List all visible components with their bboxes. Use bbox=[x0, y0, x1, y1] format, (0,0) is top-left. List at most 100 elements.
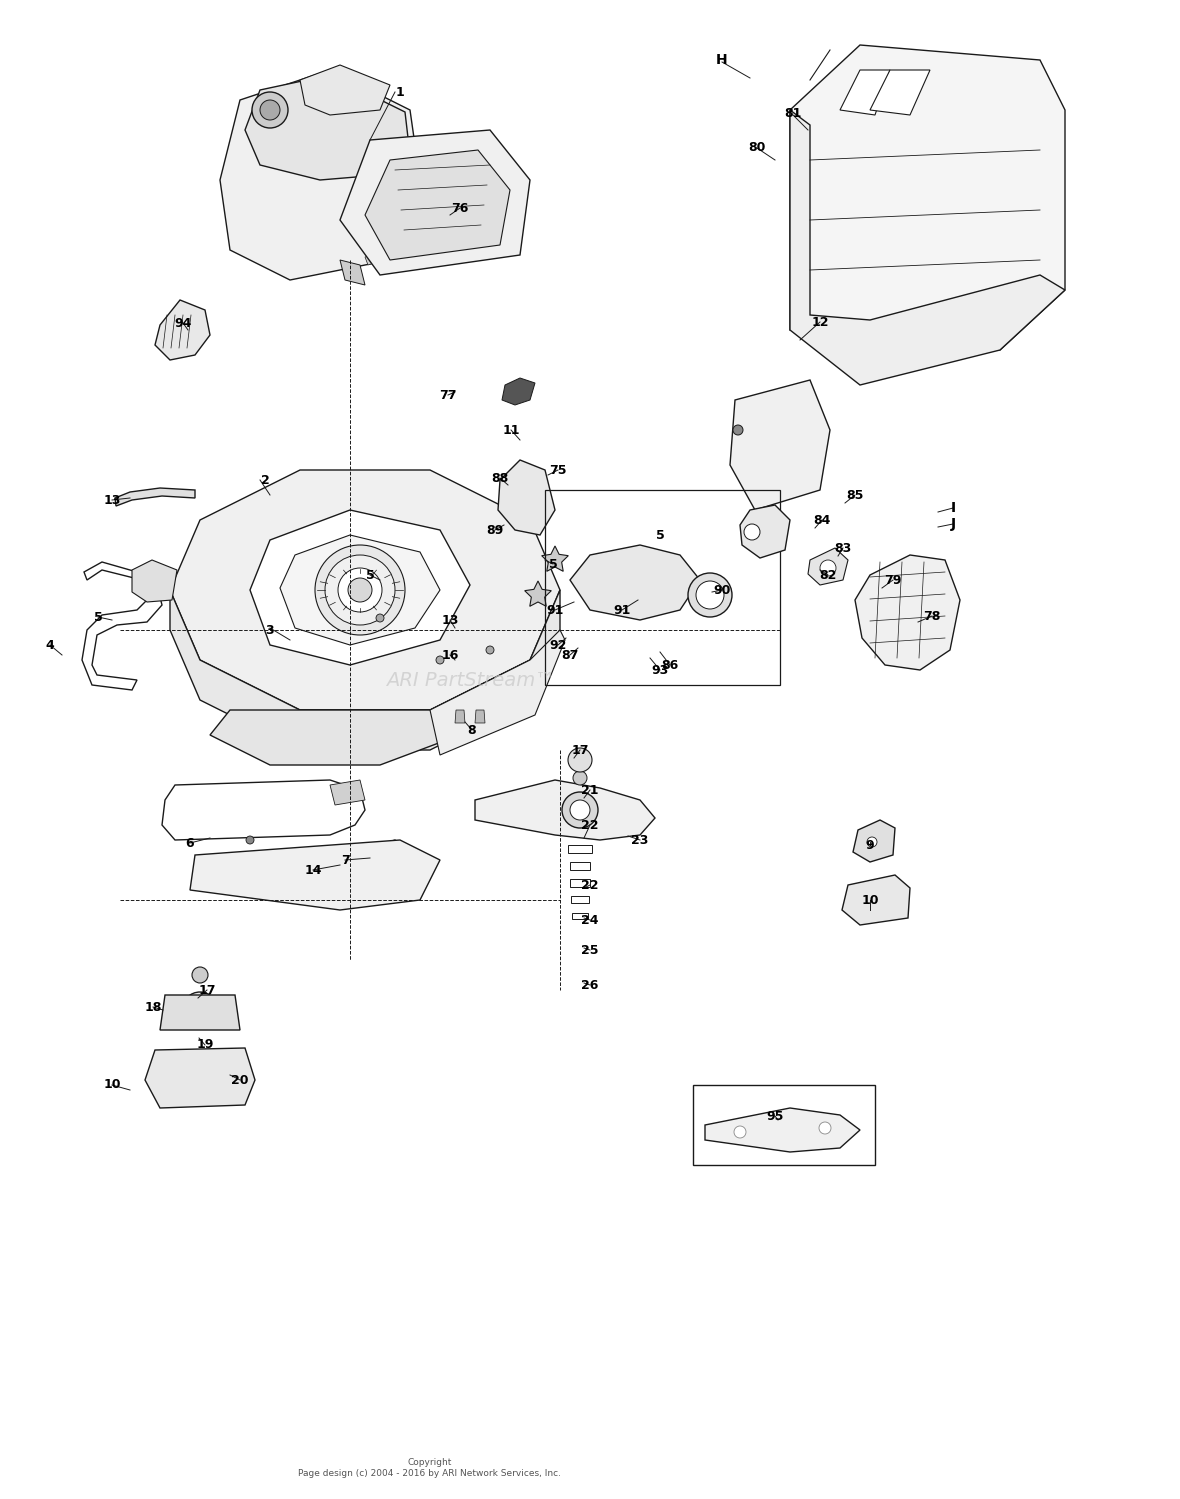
Polygon shape bbox=[340, 130, 530, 274]
Polygon shape bbox=[114, 489, 195, 507]
Polygon shape bbox=[498, 460, 555, 535]
Polygon shape bbox=[365, 178, 418, 205]
Polygon shape bbox=[160, 995, 240, 1030]
Polygon shape bbox=[476, 711, 485, 723]
Circle shape bbox=[182, 992, 218, 1028]
Polygon shape bbox=[840, 70, 890, 115]
Circle shape bbox=[820, 561, 835, 576]
Text: 10: 10 bbox=[861, 893, 879, 907]
Text: 81: 81 bbox=[785, 106, 801, 120]
Polygon shape bbox=[570, 546, 700, 621]
Polygon shape bbox=[730, 381, 830, 510]
Text: 76: 76 bbox=[451, 201, 468, 214]
Text: 79: 79 bbox=[884, 574, 902, 586]
Polygon shape bbox=[245, 75, 409, 180]
Circle shape bbox=[867, 836, 877, 847]
Text: 1: 1 bbox=[395, 85, 405, 99]
Polygon shape bbox=[300, 64, 391, 115]
Text: H: H bbox=[716, 52, 728, 67]
Text: 13: 13 bbox=[441, 613, 459, 627]
Text: 16: 16 bbox=[441, 649, 459, 661]
Polygon shape bbox=[170, 471, 560, 711]
Polygon shape bbox=[365, 238, 418, 265]
Text: 85: 85 bbox=[846, 489, 864, 502]
Polygon shape bbox=[340, 259, 365, 285]
Bar bbox=[545, 490, 780, 685]
Text: J: J bbox=[950, 517, 956, 531]
Text: 21: 21 bbox=[582, 784, 598, 796]
Text: 80: 80 bbox=[748, 141, 766, 153]
Polygon shape bbox=[162, 779, 365, 839]
Circle shape bbox=[376, 615, 384, 622]
Text: 25: 25 bbox=[582, 943, 598, 956]
Circle shape bbox=[568, 748, 592, 772]
Polygon shape bbox=[81, 562, 162, 690]
Text: 75: 75 bbox=[549, 463, 566, 477]
Polygon shape bbox=[155, 300, 210, 360]
Polygon shape bbox=[476, 779, 655, 839]
Text: 94: 94 bbox=[175, 316, 191, 330]
Polygon shape bbox=[365, 214, 418, 241]
Polygon shape bbox=[365, 202, 418, 229]
Polygon shape bbox=[430, 630, 565, 755]
Text: 6: 6 bbox=[185, 836, 195, 850]
Polygon shape bbox=[190, 839, 440, 910]
Text: 14: 14 bbox=[304, 863, 322, 877]
Polygon shape bbox=[210, 711, 480, 764]
Polygon shape bbox=[250, 510, 470, 666]
Text: 19: 19 bbox=[196, 1039, 214, 1051]
Circle shape bbox=[253, 91, 288, 127]
Polygon shape bbox=[542, 546, 569, 571]
Text: 77: 77 bbox=[439, 388, 457, 402]
Circle shape bbox=[688, 573, 732, 618]
Text: 82: 82 bbox=[819, 568, 837, 582]
Text: 90: 90 bbox=[714, 583, 730, 597]
Text: I: I bbox=[950, 501, 956, 516]
Polygon shape bbox=[219, 70, 420, 280]
Polygon shape bbox=[525, 582, 551, 606]
Polygon shape bbox=[365, 166, 418, 193]
Circle shape bbox=[733, 426, 743, 435]
Text: 13: 13 bbox=[104, 493, 120, 507]
Polygon shape bbox=[704, 1108, 860, 1153]
Polygon shape bbox=[365, 226, 418, 253]
Text: 2: 2 bbox=[261, 474, 269, 487]
Circle shape bbox=[486, 646, 494, 654]
Text: 91: 91 bbox=[614, 604, 630, 616]
Polygon shape bbox=[145, 1048, 255, 1108]
Text: 18: 18 bbox=[144, 1000, 162, 1013]
Polygon shape bbox=[789, 45, 1066, 349]
Text: 7: 7 bbox=[341, 853, 349, 866]
Text: 84: 84 bbox=[813, 514, 831, 526]
Polygon shape bbox=[455, 711, 465, 723]
Text: 87: 87 bbox=[562, 649, 578, 661]
Text: 11: 11 bbox=[503, 424, 519, 436]
Text: Copyright
Page design (c) 2004 - 2016 by ARI Network Services, Inc.: Copyright Page design (c) 2004 - 2016 by… bbox=[299, 1459, 562, 1478]
Circle shape bbox=[378, 857, 388, 868]
Circle shape bbox=[260, 100, 280, 120]
Text: 5: 5 bbox=[656, 529, 664, 541]
Polygon shape bbox=[853, 820, 894, 862]
Polygon shape bbox=[808, 549, 848, 585]
Text: 26: 26 bbox=[582, 979, 598, 991]
Text: 5: 5 bbox=[366, 568, 374, 582]
Circle shape bbox=[245, 836, 254, 844]
Bar bbox=[570, 878, 590, 887]
Circle shape bbox=[570, 800, 590, 820]
Polygon shape bbox=[843, 875, 910, 925]
Text: ARI PartStream™: ARI PartStream™ bbox=[386, 670, 555, 690]
Text: 89: 89 bbox=[486, 523, 504, 537]
Text: 10: 10 bbox=[104, 1078, 120, 1091]
Text: 12: 12 bbox=[812, 315, 828, 328]
Polygon shape bbox=[132, 561, 177, 603]
Circle shape bbox=[315, 546, 405, 636]
Circle shape bbox=[337, 568, 382, 612]
Polygon shape bbox=[330, 779, 365, 805]
Bar bbox=[572, 913, 588, 919]
Text: 17: 17 bbox=[571, 744, 589, 757]
Text: 17: 17 bbox=[198, 983, 216, 997]
Bar bbox=[693, 1085, 876, 1165]
Text: 3: 3 bbox=[266, 624, 274, 637]
Polygon shape bbox=[280, 535, 440, 645]
Polygon shape bbox=[870, 70, 930, 115]
